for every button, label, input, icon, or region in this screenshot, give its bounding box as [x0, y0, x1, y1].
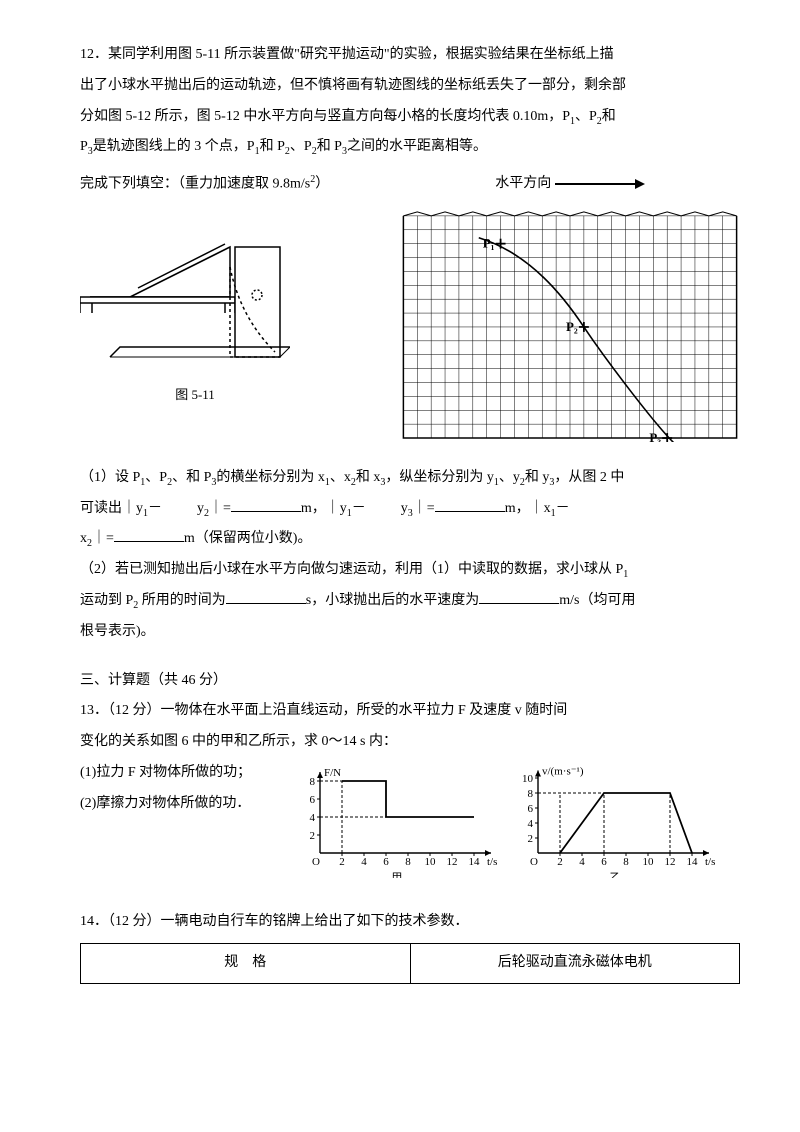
svg-text:6: 6: [528, 803, 534, 815]
svg-text:12: 12: [447, 856, 458, 868]
q12-part2-l3: 根号表示)。: [80, 617, 740, 648]
svg-text:4: 4: [528, 818, 534, 830]
section3-heading: 三、计算题（共 46 分）: [80, 666, 740, 697]
apparatus-figure: [80, 217, 290, 367]
q13-p1: (1)拉力 F 对物体所做的功；: [80, 758, 280, 789]
q12-intro-4: P3是轨迹图线上的 3 个点，P1和 P2、P2和 P3之间的水平距离相等。: [80, 132, 740, 163]
svg-text:8: 8: [623, 856, 629, 868]
svg-text:P₃: P₃: [649, 431, 661, 442]
svg-text:O: O: [312, 856, 320, 868]
q12-part1-l1: （1）设 P1、P2、和 P3的横坐标分别为 x1、x2和 x3，纵坐标分别为 …: [80, 463, 740, 494]
chart-velocity: 2 4 6 8 10 12 14 2 4 6 8 10 t/s v/(m·s⁻¹) O 乙: [506, 758, 716, 878]
svg-text:t/s: t/s: [487, 856, 497, 868]
svg-text:甲: 甲: [392, 872, 403, 878]
svg-text:O: O: [530, 856, 538, 868]
apparatus-caption: 图 5-11: [80, 381, 310, 410]
q12-part2-l2: 运动到 P2 所用的时间为s，小球抛出后的水平速度为m/s（均可用: [80, 586, 740, 617]
svg-text:10: 10: [643, 856, 655, 868]
svg-text:t/s: t/s: [705, 856, 715, 868]
svg-text:2: 2: [339, 856, 345, 868]
svg-text:2: 2: [528, 833, 534, 845]
svg-text:F/N: F/N: [324, 767, 341, 779]
svg-text:P₂: P₂: [566, 320, 578, 334]
blank-x12[interactable]: [114, 527, 184, 542]
svg-text:乙: 乙: [610, 871, 621, 878]
q12-intro-3: 分如图 5-12 所示，图 5-12 中水平方向与竖直方向每小格的长度均代表 0…: [80, 102, 740, 133]
svg-text:12: 12: [665, 856, 676, 868]
svg-text:2: 2: [310, 830, 316, 842]
spec-th1: 规 格: [81, 944, 411, 984]
blank-y13[interactable]: [435, 497, 505, 512]
svg-text:4: 4: [310, 812, 316, 824]
svg-text:6: 6: [383, 856, 389, 868]
q14-l1: 14．（12 分）一辆电动自行车的铭牌上给出了如下的技术参数．: [80, 907, 740, 938]
q12-part2-l1: （2）若已测知抛出后小球在水平方向做匀速运动，利用（1）中读取的数据，求小球从 …: [80, 555, 740, 586]
svg-text:v/(m·s⁻¹): v/(m·s⁻¹): [542, 765, 584, 777]
blank-time[interactable]: [226, 589, 306, 604]
spec-table: 规 格 后轮驱动直流永磁体电机: [80, 943, 740, 984]
q13-l2: 变化的关系如图 6 中的甲和乙所示，求 0～14 s 内：: [80, 727, 740, 758]
q13-l1: 13．（12 分）一物体在水平面上沿直线运动，所受的水平拉力 F 及速度 v 随…: [80, 696, 740, 727]
svg-text:10: 10: [522, 773, 534, 785]
svg-text:10: 10: [425, 856, 437, 868]
q13-p2: (2)摩擦力对物体所做的功．: [80, 789, 280, 820]
blank-y12[interactable]: [231, 497, 301, 512]
svg-text:P₁: P₁: [483, 237, 495, 251]
svg-text:8: 8: [405, 856, 411, 868]
chart-force: 2 4 6 8 10 12 14 2 4 6 8 t/s F/N O 甲: [288, 758, 498, 878]
svg-text:14: 14: [469, 856, 481, 868]
svg-text:2: 2: [557, 856, 563, 868]
horizontal-label: 水平方向: [400, 169, 740, 200]
svg-text:8: 8: [310, 776, 316, 788]
svg-text:6: 6: [601, 856, 607, 868]
q12-intro-2: 出了小球水平抛出后的运动轨迹，但不慎将画有轨迹图线的坐标纸丢失了一部分，剩余部: [80, 71, 740, 102]
q12-part1-l2: 可读出｜y1－ y2｜=m，｜y1－ y3｜=m，｜x1－: [80, 494, 740, 525]
blank-velocity[interactable]: [479, 589, 559, 604]
svg-text:14: 14: [687, 856, 699, 868]
trajectory-grid: P₁ P₂ P₃: [400, 202, 740, 442]
q12-fill-prompt: 完成下列填空：（重力加速度取 9.8m/s2）: [80, 169, 380, 200]
svg-text:4: 4: [579, 856, 585, 868]
svg-text:8: 8: [528, 788, 534, 800]
q12-intro-1: 12．某同学利用图 5-11 所示装置做"研究平抛运动"的实验，根据实验结果在坐…: [80, 40, 740, 71]
svg-text:4: 4: [361, 856, 367, 868]
svg-text:6: 6: [310, 794, 316, 806]
spec-th2: 后轮驱动直流永磁体电机: [410, 944, 740, 984]
q12-part1-l3: x2｜=m（保留两位小数)。: [80, 524, 740, 555]
